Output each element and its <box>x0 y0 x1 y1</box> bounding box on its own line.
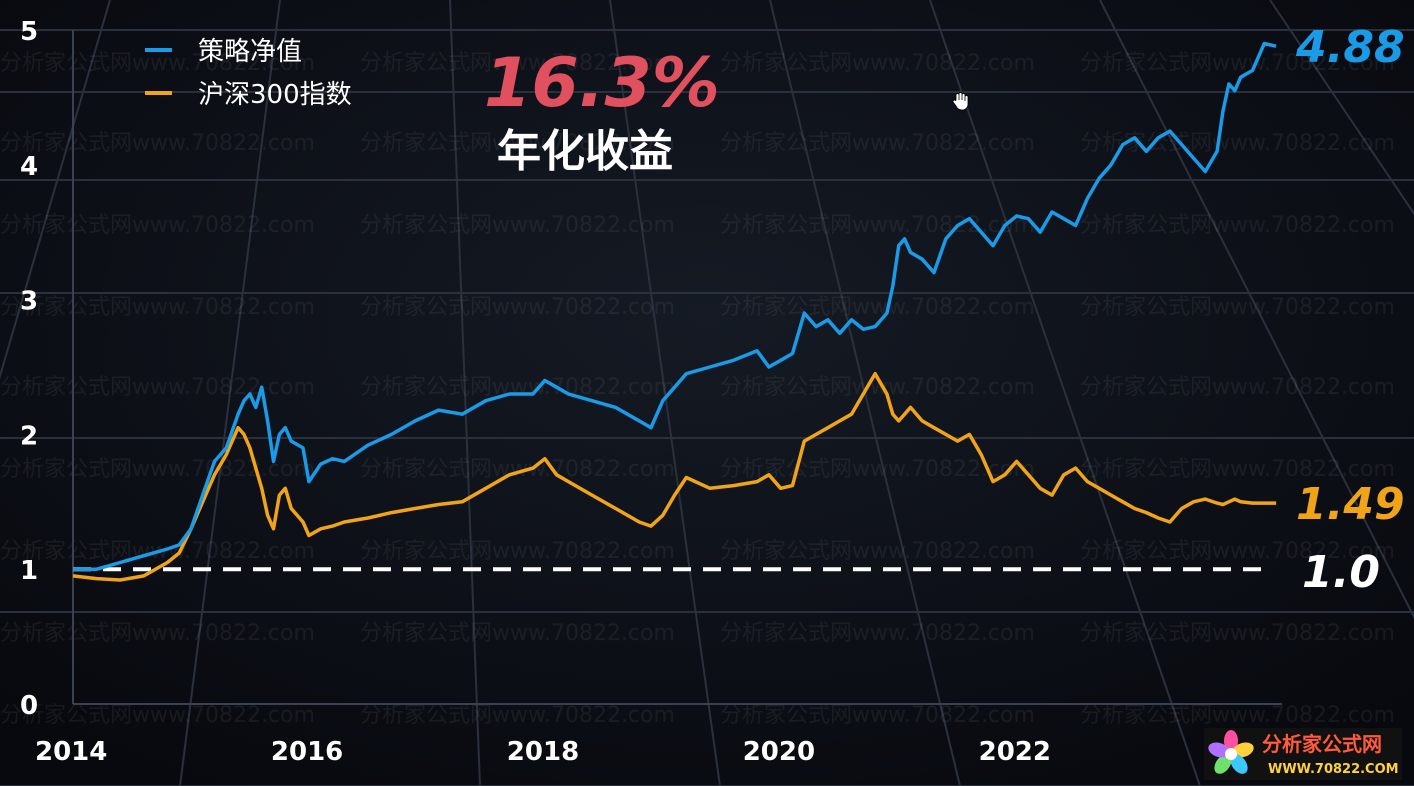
x-tick-label: 2020 <box>743 737 815 767</box>
watermark-text: 分析家公式网www.70822.com <box>360 539 675 564</box>
end-label-strategy: 4.88 <box>1295 22 1405 73</box>
end-label-index: 1.49 <box>1296 479 1405 530</box>
grid-perspective-line <box>179 0 281 786</box>
watermark-text: 分析家公式网www.70822.com <box>1080 703 1395 728</box>
watermark-text: 分析家公式网www.70822.com <box>720 131 1035 156</box>
y-tick-label: 3 <box>20 287 38 317</box>
x-tick-label: 2016 <box>271 737 343 767</box>
chart-title: 16.3% <box>484 44 720 123</box>
watermark-text: 分析家公式网www.70822.com <box>0 295 315 320</box>
series-line-index <box>72 371 1277 582</box>
y-tick-label: 0 <box>20 691 38 721</box>
series-layer <box>72 41 1277 582</box>
watermark-text: 分析家公式网www.70822.com <box>720 621 1035 646</box>
grid-perspective-line <box>609 0 721 786</box>
flower-logo-icon <box>1208 730 1254 774</box>
watermark-text: 分析家公式网www.70822.com <box>0 703 315 728</box>
watermark-text: 分析家公式网www.70822.com <box>0 213 315 238</box>
y-axis-ticks: 0 1 2 3 4 5 <box>20 17 38 721</box>
watermark-text: 分析家公式网www.70822.com <box>720 51 1035 76</box>
watermark-text: 分析家公式网www.70822.com <box>360 213 675 238</box>
watermark-text: 分析家公式网www.70822.com <box>1080 131 1395 156</box>
chart-subtitle: 年化收益 <box>497 126 673 177</box>
y-tick-label: 2 <box>20 421 38 451</box>
watermark-text: 分析家公式网www.70822.com <box>1080 295 1395 320</box>
grid-perspective-line <box>929 0 1201 786</box>
y-tick-label: 5 <box>20 17 38 47</box>
watermark-text: 分析家公式网www.70822.com <box>0 51 315 76</box>
end-labels: 4.88 1.49 1.0 <box>1295 22 1405 598</box>
legend-label-strategy: 策略净值 <box>198 37 302 67</box>
watermark-text: 分析家公式网www.70822.com <box>0 621 315 646</box>
logo-url: WWW.70822.COM <box>1268 762 1399 777</box>
watermark-text: 分析家公式网www.70822.com <box>720 213 1035 238</box>
watermark-text: 分析家公式网www.70822.com <box>1080 457 1395 482</box>
watermark-text: 分析家公式网www.70822.com <box>360 621 675 646</box>
grid-perspective-line <box>449 0 481 786</box>
legend-label-index: 沪深300指数 <box>198 80 352 110</box>
watermark-text: 分析家公式网www.70822.com <box>0 131 315 156</box>
x-tick-label: 2014 <box>35 737 107 767</box>
axes <box>72 30 1282 705</box>
hand-cursor-icon <box>952 92 969 111</box>
x-axis-ticks: 2014 2016 2018 2020 2022 <box>35 737 1051 767</box>
watermark-text: 分析家公式网www.70822.com <box>360 295 675 320</box>
y-tick-label: 4 <box>20 152 38 182</box>
watermark-text: 分析家公式网www.70822.com <box>1080 539 1395 564</box>
watermark-text: 分析家公式网www.70822.com <box>1080 213 1395 238</box>
y-tick-label: 1 <box>20 556 38 586</box>
watermark-text: 分析家公式网www.70822.com <box>1080 375 1395 400</box>
watermark-text: 分析家公式网www.70822.com <box>720 295 1035 320</box>
x-tick-label: 2018 <box>507 737 579 767</box>
baseline-label: 1.0 <box>1302 547 1380 598</box>
x-tick-label: 2022 <box>979 737 1051 767</box>
watermark-text: 分析家公式网www.70822.com <box>720 539 1035 564</box>
watermark-text: 分析家公式网www.70822.com <box>360 131 675 156</box>
watermark-text: 分析家公式网www.70822.com <box>1080 621 1395 646</box>
watermark-text: 分析家公式网www.70822.com <box>360 51 675 76</box>
logo-title: 分析家公式网 <box>1262 732 1382 756</box>
site-logo: 分析家公式网 WWW.70822.COM <box>1204 728 1402 780</box>
watermark-text: 分析家公式网www.70822.com <box>1080 51 1395 76</box>
watermark-text: 分析家公式网www.70822.com <box>0 375 315 400</box>
series-line-strategy <box>73 41 1277 571</box>
grid-perspective-line <box>1269 0 1414 216</box>
watermark-text: 分析家公式网www.70822.com <box>360 457 675 482</box>
watermark-text: 分析家公式网www.70822.com <box>0 457 315 482</box>
watermark-text: 分析家公式网www.70822.com <box>360 703 675 728</box>
watermark-text: 分析家公式网www.70822.com <box>360 375 675 400</box>
watermark-text: 分析家公式网www.70822.com <box>720 703 1035 728</box>
grid-perspective-line <box>0 0 111 380</box>
legend: 策略净值 沪深300指数 <box>145 37 352 110</box>
